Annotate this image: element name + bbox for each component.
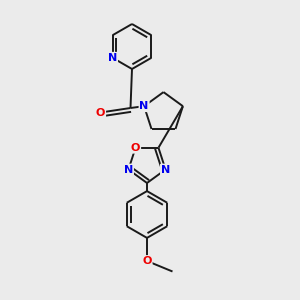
Text: N: N	[108, 53, 117, 63]
Text: O: O	[142, 256, 152, 266]
Text: N: N	[124, 164, 133, 175]
Text: O: O	[131, 143, 140, 153]
Text: N: N	[140, 101, 149, 111]
Text: O: O	[96, 107, 105, 118]
Text: N: N	[161, 164, 170, 175]
